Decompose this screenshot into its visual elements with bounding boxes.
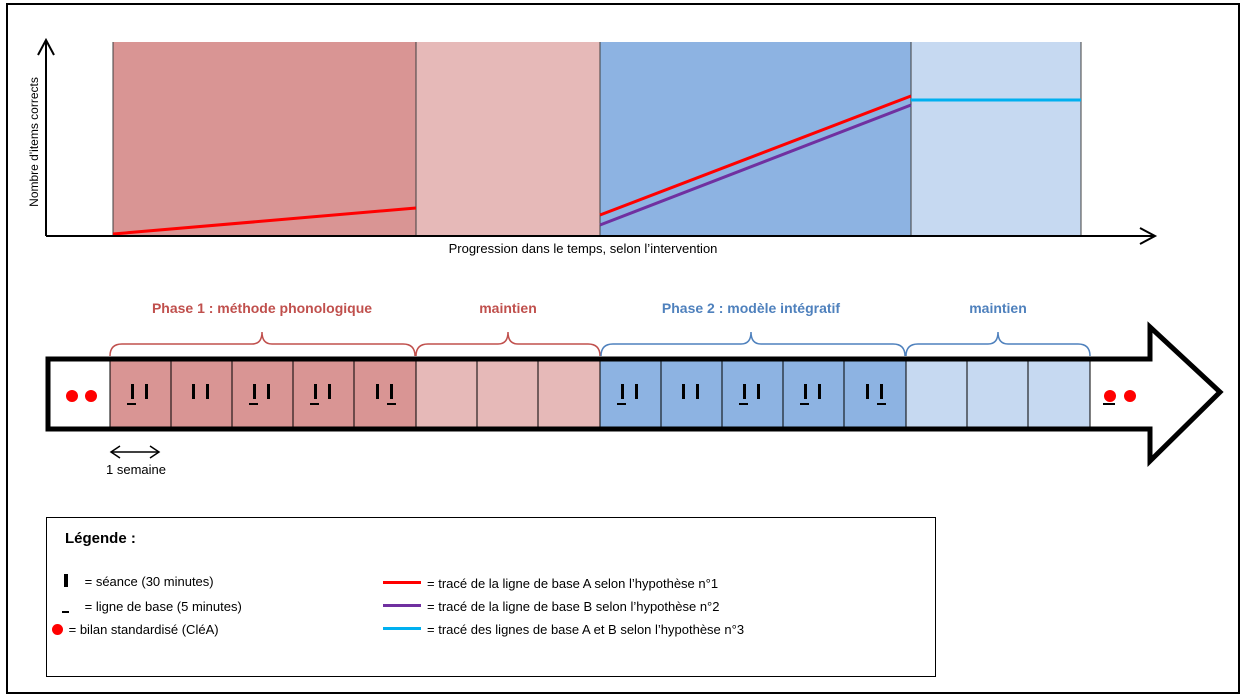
assessment-dot-icon: [85, 390, 97, 402]
figure-frame: [6, 3, 1240, 694]
week-cell: [476, 360, 539, 428]
x-axis-arrow-icon: [1139, 227, 1158, 245]
week-cell: [231, 360, 294, 428]
x-axis-label: Progression dans le temps, selon l’inter…: [449, 241, 718, 256]
bracket-label-phase-2: Phase 2 : modèle intégratif: [662, 300, 840, 316]
baseline-marks: [127, 403, 1115, 405]
week-cell: [292, 360, 355, 428]
double-arrow-icon: [109, 445, 121, 459]
assessment-dot-icon: [1124, 390, 1136, 402]
legend-line-a-text: = tracé de la ligne de base A selon l’hy…: [427, 576, 719, 591]
assessment-dot-icon: [52, 624, 63, 635]
week-cell: [782, 360, 845, 428]
legend-line-a: = tracé de la ligne de base A selon l’hy…: [383, 576, 718, 591]
week-cell: [537, 360, 601, 428]
week-cell: [905, 360, 968, 428]
graph-zone-maintien-2: [911, 42, 1081, 236]
week-scale-label: 1 semaine: [106, 462, 166, 477]
week-cell: [109, 360, 172, 428]
week-cell: [843, 360, 907, 428]
y-axis-label: Nombre d'items corrects: [27, 77, 41, 207]
graph-zone-borders: [112, 42, 1082, 236]
legend-line-ab-text: = tracé des lignes de base A et B selon …: [427, 622, 745, 637]
bracket-label-maintien-1: maintien: [479, 300, 537, 316]
legend-title: Légende :: [65, 530, 136, 547]
line-a-swatch-icon: [383, 581, 421, 584]
line-b-swatch-icon: [383, 604, 421, 607]
line-ab-swatch-icon: [383, 627, 421, 630]
session-marks: [131, 384, 883, 399]
week-cell: [170, 360, 233, 428]
phase-graph: Nombre d'items corrects Progression dans…: [27, 37, 1158, 256]
week-cell: [415, 360, 478, 428]
session-bar-icon: [64, 574, 68, 587]
bracket-phase-2: [600, 331, 906, 357]
legend-item-ligne-de-base: = ligne de base (5 minutes): [61, 599, 242, 614]
legend-item-ligne-de-base-text: = ligne de base (5 minutes): [84, 599, 242, 614]
bracket-label-phase-1: Phase 1 : méthode phonologique: [152, 300, 372, 316]
legend-item-bilan-text: = bilan standardisé (CléA): [68, 622, 219, 637]
y-axis-arrow-icon: [37, 37, 55, 56]
baseline-a-line-phase-1: [112, 206, 417, 236]
bracket-maintien-2: [905, 331, 1091, 357]
legend-line-b-text: = tracé de la ligne de base B selon l’hy…: [427, 599, 720, 614]
week-cell: [599, 360, 662, 428]
week-scale: 1 semaine: [106, 445, 166, 477]
bracket-phase-1: [109, 331, 416, 357]
week-cell: [721, 360, 784, 428]
graph-zone-phase-1: [113, 42, 416, 236]
week-cell: [1027, 360, 1091, 428]
legend-line-ab: = tracé des lignes de base A et B selon …: [383, 622, 744, 637]
bracket-label-maintien-2: maintien: [969, 300, 1027, 316]
graph-zone-maintien-1: [416, 42, 600, 236]
legend-item-seance-text: = séance (30 minutes): [84, 574, 214, 589]
legend-item-seance: = séance (30 minutes): [61, 574, 214, 589]
legend-line-b: = tracé de la ligne de base B selon l’hy…: [383, 599, 719, 614]
legend-box: Légende : = séance (30 minutes) = ligne …: [46, 517, 936, 677]
bracket-maintien-1: [415, 331, 601, 357]
assessment-dot-icon: [66, 390, 78, 402]
week-cell: [353, 360, 417, 428]
assessment-dot-icon: [1104, 390, 1116, 402]
baseline-a-line-phase-2: [599, 94, 912, 217]
week-cell: [966, 360, 1029, 428]
timeline-arrow: [45, 321, 1224, 467]
phase-brackets: Phase 1 : méthode phonologique maintien …: [109, 300, 1091, 357]
week-cell: [660, 360, 723, 428]
baseline-b-line-phase-2: [599, 103, 912, 227]
baseline-underscore-icon: [62, 611, 69, 613]
legend-item-bilan: = bilan standardisé (CléA): [51, 622, 219, 637]
